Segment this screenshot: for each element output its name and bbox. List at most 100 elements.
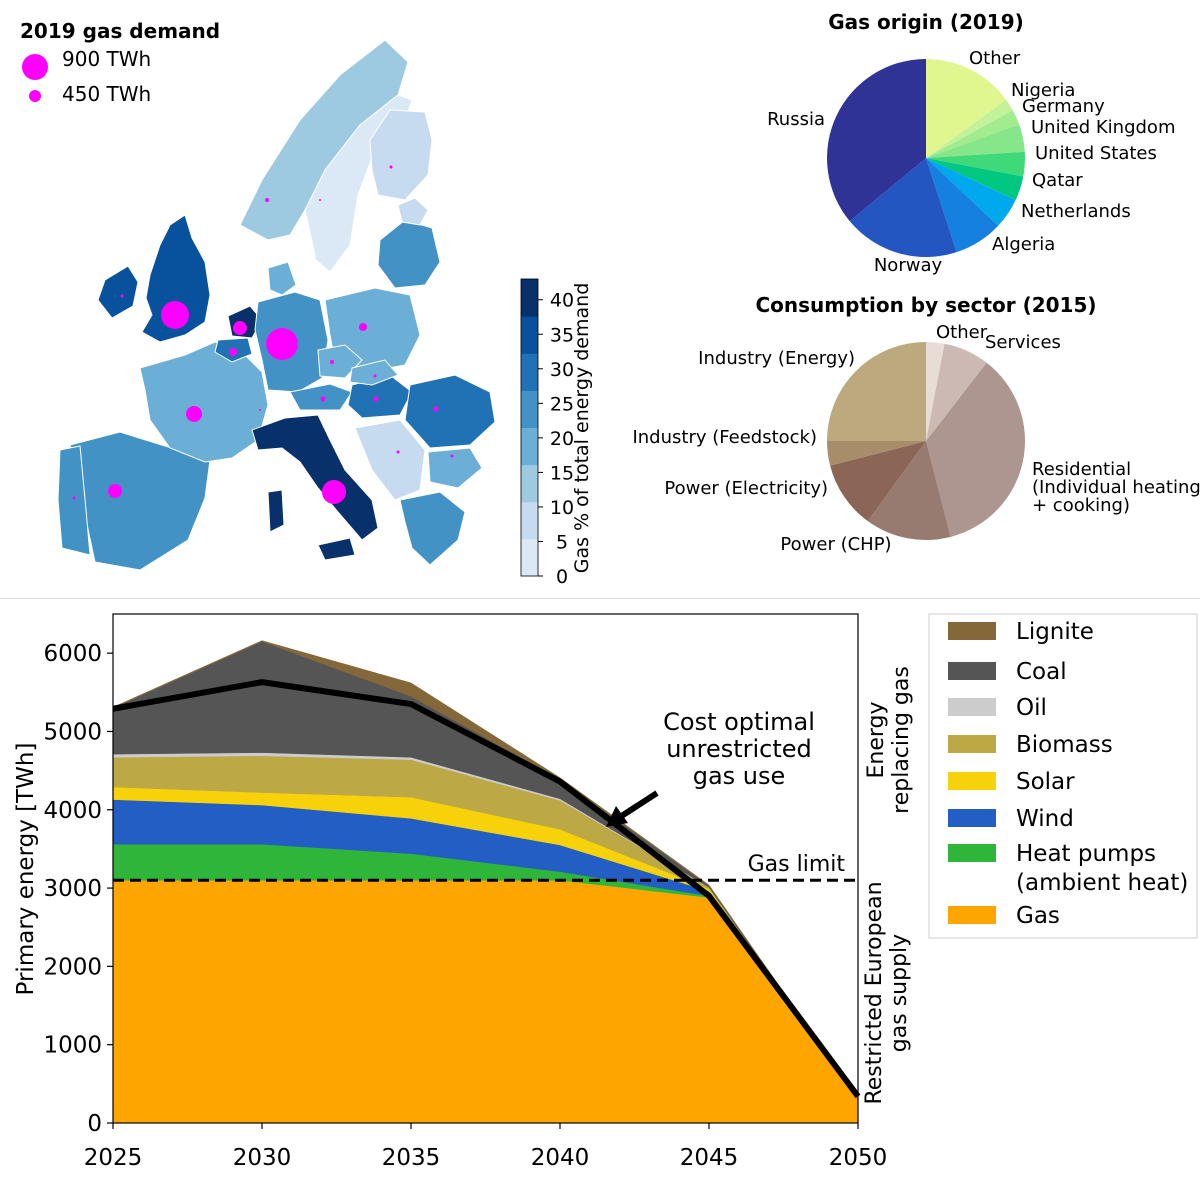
pie-slice-label: Industry (Energy) (698, 348, 855, 369)
map-region-sicily (317, 537, 356, 561)
pie-slice (926, 110, 1020, 158)
legend-swatch (948, 622, 996, 640)
colorbar-tick-label: 0 (556, 566, 568, 588)
x-tick-label: 2040 (531, 1145, 590, 1171)
pie-slice (827, 59, 926, 222)
legend-bubble-450-label: 450 TWh (62, 82, 151, 106)
map-region-bulgaria (427, 447, 483, 489)
colorbar-tick-label: 40 (550, 290, 574, 312)
pie2-title: Consumption by sector (2015) (755, 293, 1096, 317)
bubble-bulgaria (450, 454, 454, 458)
y-tick-label: 6000 (43, 641, 102, 667)
gas-limit-label: Gas limit (748, 852, 846, 877)
legend-label: Coal (1016, 659, 1067, 685)
europe-map: 2019 gas demand 900 TWh 450 TWh 0 5 10 15 20… (0, 0, 600, 598)
pie-slice (926, 99, 1013, 158)
legend-swatch (948, 662, 996, 680)
pie-slice-label: Netherlands (1021, 201, 1131, 222)
colorbar-tick-label: 20 (550, 428, 574, 450)
bubble-ireland (120, 294, 124, 298)
colorbar-tick-label: 5 (556, 531, 568, 553)
map-region-italy (251, 414, 379, 541)
y-tick-label: 5000 (43, 719, 102, 745)
bubble-belgium (229, 348, 237, 356)
bubble-croatia (396, 450, 400, 454)
colorbar-segment (521, 279, 538, 317)
area-legend: Lignite Coal Oil Biomass Solar Wind Heat pumps… (928, 613, 1198, 939)
pie-slice-label: United States (1035, 143, 1157, 164)
y-tick-label: 0 (87, 1111, 102, 1137)
pie-slice (926, 342, 945, 441)
colorbar-tick-label: 30 (550, 359, 574, 381)
colorbar-segment (521, 316, 538, 354)
bubble-netherlands (233, 321, 247, 335)
map-region-finland (369, 109, 433, 201)
pie-slice (926, 158, 999, 253)
bubble-finland (389, 165, 393, 169)
top-bottom-divider (0, 598, 1200, 599)
legend-swatch (948, 735, 996, 753)
pie-slice (926, 151, 1025, 177)
map-region-greece (399, 491, 466, 566)
pie-slice-label: Other (969, 48, 1021, 69)
pie-slice (926, 158, 1016, 226)
annotation-arrow (618, 790, 659, 820)
y-tick-label: 3000 (43, 876, 102, 902)
map-region-sardinia (267, 489, 285, 533)
map-bubbles (72, 165, 454, 504)
map-region-denmark (267, 261, 297, 296)
pie-slice (867, 441, 951, 540)
legend-label: Wind (1016, 806, 1074, 832)
pie-slice-label: Qatar (1032, 170, 1083, 191)
bubble-denmark (259, 409, 261, 411)
pie-slice-label: Services (985, 332, 1061, 353)
pie-slice-label: Norway (874, 255, 943, 276)
plot-frame (112, 613, 859, 1124)
pie-slice (926, 343, 987, 441)
bubble-hungary (373, 396, 379, 402)
colorbar-label: Gas % of total energy demand (571, 283, 593, 573)
colorbar: 0 5 10 15 20 25 30 35 40 (520, 278, 574, 588)
legend-swatch (948, 698, 996, 716)
bubble-uk (161, 301, 189, 329)
pie-slice (926, 362, 1026, 537)
bubble-italy (322, 480, 346, 504)
colorbar-tick-label: 25 (550, 393, 574, 415)
bubble-norway (265, 198, 269, 202)
pie-slice (849, 158, 957, 257)
legend-bubble-900-label: 900 TWh (62, 47, 151, 71)
x-tick-label: 2030 (233, 1145, 292, 1171)
legend-swatch (948, 906, 996, 924)
pie-slice-label: United Kingdom (1031, 117, 1175, 138)
map-region-uk (141, 214, 211, 343)
pie-slice (827, 342, 926, 441)
x-tick-label: 2045 (680, 1145, 739, 1171)
annotation-text: Cost optimal unrestricted gas use (663, 708, 815, 790)
bubble-portugal (72, 496, 76, 500)
y-tick-label: 1000 (43, 1033, 102, 1059)
pie-slice (926, 124, 1025, 158)
pie-slice-label: Industry (Feedstock) (632, 427, 817, 448)
y-tick-label: 2000 (43, 954, 102, 980)
bubble-spain (108, 484, 122, 498)
map-title: 2019 gas demand (20, 19, 220, 43)
colorbar-segment (521, 427, 538, 466)
colorbar-segment (521, 390, 538, 428)
colorbar-tick-label: 15 (550, 462, 574, 484)
bubble-austria (320, 396, 326, 402)
colorbar-segment (521, 353, 538, 391)
map-region-estonia (397, 197, 429, 226)
bubble-czechia (330, 360, 334, 364)
pie-slice-label: Power (Electricity) (664, 478, 828, 499)
colorbar-segment (521, 464, 538, 503)
legend-label: Biomass (1016, 732, 1113, 758)
colorbar-segment (521, 538, 538, 577)
pie-slice-label: Residential (Individual heating + cooking) (1032, 459, 1200, 516)
legend-label: Solar (1016, 769, 1075, 795)
bubble-poland (359, 323, 367, 331)
pie-slice (926, 59, 1007, 158)
map-region-austria (289, 383, 353, 411)
